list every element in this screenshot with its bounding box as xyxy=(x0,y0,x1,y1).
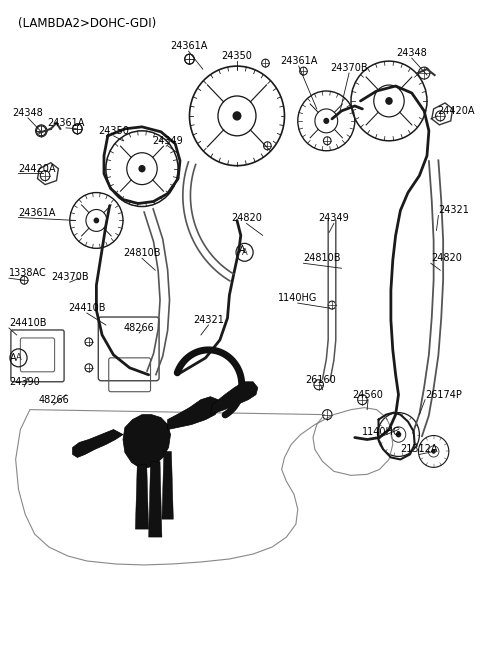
Text: 24410B: 24410B xyxy=(68,303,106,313)
Polygon shape xyxy=(72,430,123,458)
Text: 1140HG: 1140HG xyxy=(278,293,317,303)
Polygon shape xyxy=(149,461,162,537)
Text: 24348: 24348 xyxy=(396,48,427,58)
Polygon shape xyxy=(210,382,258,415)
Polygon shape xyxy=(168,397,220,430)
Text: 24348: 24348 xyxy=(12,108,43,118)
Text: 24321: 24321 xyxy=(193,315,224,325)
Text: 26174P: 26174P xyxy=(425,389,462,400)
Polygon shape xyxy=(123,415,170,467)
Text: 24370B: 24370B xyxy=(51,272,89,282)
Text: 24361A: 24361A xyxy=(48,118,84,128)
Text: 24820: 24820 xyxy=(231,214,262,223)
Text: 48266: 48266 xyxy=(38,395,69,405)
Text: A: A xyxy=(16,353,22,362)
Circle shape xyxy=(324,119,329,123)
Text: 24361A: 24361A xyxy=(170,41,207,51)
Circle shape xyxy=(233,112,241,120)
Text: (LAMBDA2>DOHC-GDI): (LAMBDA2>DOHC-GDI) xyxy=(19,17,157,30)
Polygon shape xyxy=(135,465,149,529)
Text: 24560: 24560 xyxy=(353,389,384,400)
Text: 24349: 24349 xyxy=(152,136,183,146)
Text: 24321: 24321 xyxy=(438,206,469,215)
Polygon shape xyxy=(162,452,173,519)
Text: 21312A: 21312A xyxy=(401,445,438,454)
Text: 26160: 26160 xyxy=(305,374,336,385)
Text: 24390: 24390 xyxy=(9,377,39,387)
Text: 24350: 24350 xyxy=(98,126,129,136)
Circle shape xyxy=(139,165,145,172)
Text: 24349: 24349 xyxy=(319,214,349,223)
Text: 24810B: 24810B xyxy=(303,253,341,263)
Text: 1338AC: 1338AC xyxy=(9,268,47,278)
Text: 24410B: 24410B xyxy=(9,318,47,328)
Circle shape xyxy=(432,450,435,453)
Circle shape xyxy=(396,432,401,437)
Text: A: A xyxy=(239,245,245,255)
Text: 48266: 48266 xyxy=(124,323,155,333)
Text: 24810B: 24810B xyxy=(123,249,161,258)
Text: 24361A: 24361A xyxy=(280,56,317,66)
Circle shape xyxy=(94,218,98,223)
Text: 1140HG: 1140HG xyxy=(362,426,401,437)
Text: 24361A: 24361A xyxy=(19,208,56,219)
Text: 24820: 24820 xyxy=(431,253,462,263)
Text: 24350: 24350 xyxy=(222,51,252,61)
Text: 24370B: 24370B xyxy=(330,63,368,73)
Text: 24420A: 24420A xyxy=(437,106,475,116)
Text: A: A xyxy=(10,353,16,363)
Text: A: A xyxy=(242,248,248,257)
Circle shape xyxy=(386,98,392,104)
Text: 24420A: 24420A xyxy=(19,164,56,174)
